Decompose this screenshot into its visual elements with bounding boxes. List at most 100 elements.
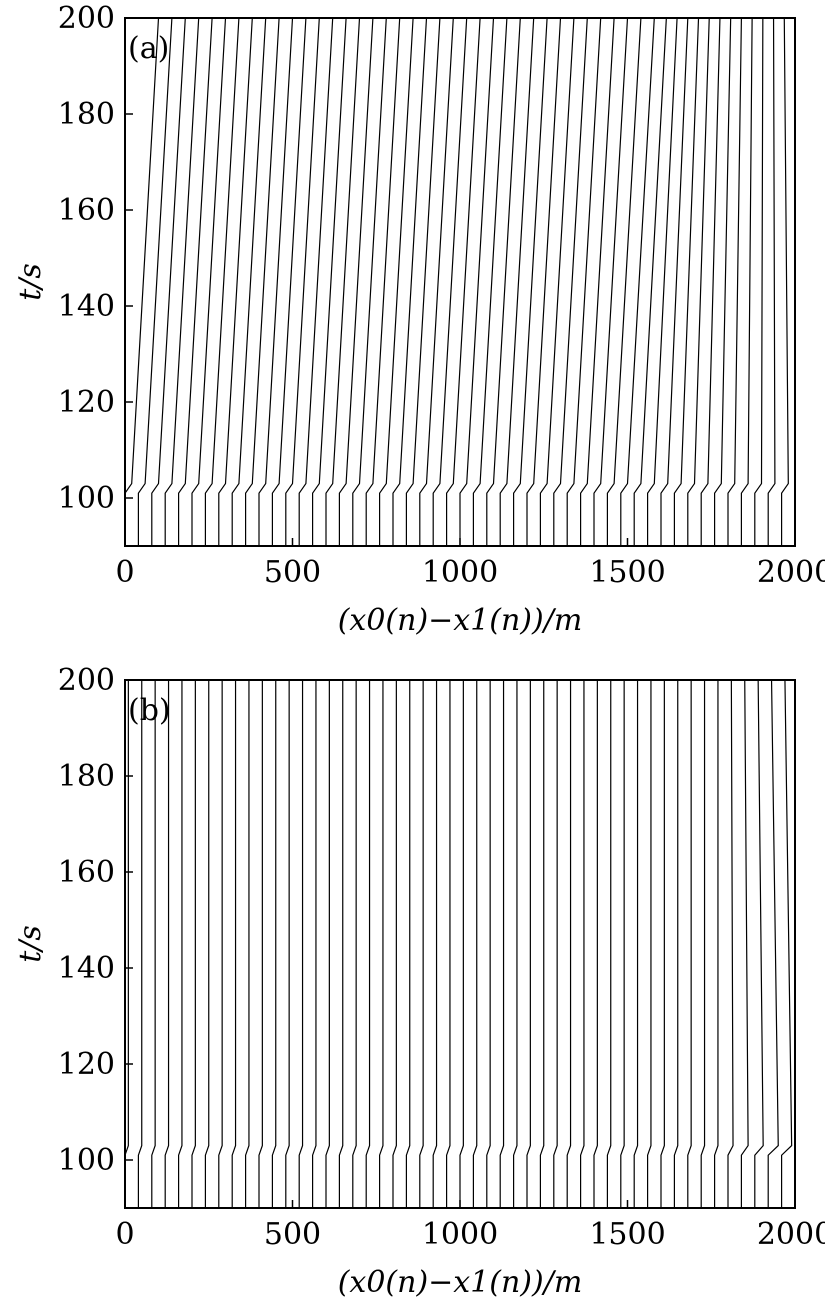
trajectory (352, 18, 387, 546)
trajectory (365, 18, 401, 546)
y-tick-label: 200 (58, 1, 115, 36)
trajectory (687, 18, 710, 546)
trajectory (553, 18, 588, 546)
trajectory (593, 18, 629, 546)
trajectory (647, 680, 652, 1208)
trajectory (727, 680, 734, 1208)
trajectory (178, 18, 213, 546)
trajectory (767, 18, 776, 546)
trajectory (258, 680, 263, 1208)
trajectory (231, 18, 267, 546)
trajectory (472, 18, 508, 546)
trajectory (352, 680, 357, 1208)
trajectory (700, 18, 721, 546)
x-tick-label: 1500 (589, 1217, 665, 1252)
panel: 0 500 1000 1500 2000 100 120 140 160 180 200 (b) (x0… (13, 663, 825, 1300)
trajectory (285, 18, 320, 546)
trajectory (178, 680, 183, 1208)
plot-frame (124, 679, 796, 1209)
trajectory (164, 680, 170, 1208)
trajectory (392, 680, 397, 1208)
trajectory (405, 680, 411, 1208)
trajectory (446, 18, 481, 546)
trajectory (620, 18, 655, 546)
y-tick-label: 140 (58, 951, 115, 986)
trajectory (245, 18, 280, 546)
trajectory (285, 680, 290, 1208)
trajectory (727, 18, 742, 546)
trajectory (566, 18, 602, 546)
trajectory (660, 680, 665, 1208)
y-tick-label: 120 (58, 1047, 115, 1082)
trajectory (191, 18, 227, 546)
trajectory (620, 680, 625, 1208)
y-tick-label: 160 (58, 193, 115, 228)
trajectory (633, 18, 667, 546)
trajectory (606, 680, 612, 1208)
y-tick-label: 180 (58, 97, 115, 132)
trajectory (539, 18, 575, 546)
trajectory (781, 18, 789, 546)
trajectory (312, 18, 347, 546)
trajectory (137, 18, 173, 546)
trajectory (754, 680, 764, 1208)
x-tick-label: 1000 (422, 555, 498, 590)
trajectory (499, 18, 535, 546)
trajectory (526, 18, 562, 546)
trajectory (539, 680, 545, 1208)
trajectory (740, 18, 753, 546)
trajectory (125, 18, 160, 546)
trajectory (151, 18, 186, 546)
trajectory (687, 680, 692, 1208)
trajectory (392, 18, 428, 546)
y-tick-label: 160 (58, 855, 115, 890)
trajectory (379, 680, 384, 1208)
x-tick-label: 1500 (589, 555, 665, 590)
trajectory (580, 18, 615, 546)
trajectory (513, 18, 548, 546)
y-axis-label: t/s (13, 263, 48, 301)
trajectory (714, 18, 732, 546)
trajectory (419, 18, 454, 546)
trajectory (258, 18, 294, 546)
y-tick-label: 200 (58, 663, 115, 698)
trajectory (499, 680, 505, 1208)
trajectory (767, 680, 779, 1208)
y-tick-label: 120 (58, 385, 115, 420)
x-tick-label: 2000 (757, 1217, 825, 1252)
trajectory (312, 680, 317, 1208)
trajectory (151, 680, 156, 1208)
x-tick-label: 500 (264, 555, 321, 590)
trajectory (486, 18, 521, 546)
y-tick-label: 100 (58, 1143, 115, 1178)
trajectory (379, 18, 414, 546)
trajectory (164, 18, 200, 546)
trajectory (218, 18, 253, 546)
trajectory (298, 680, 304, 1208)
x-axis-label: (x0(n)−x1(n))/m (338, 603, 583, 638)
trajectory (781, 680, 793, 1208)
trajectory (606, 18, 642, 546)
panel-label: (a) (128, 31, 169, 66)
trajectory (245, 680, 250, 1208)
trajectory (593, 680, 598, 1208)
trajectory (647, 18, 678, 546)
trajectory (338, 680, 344, 1208)
y-axis-label: t/s (13, 925, 48, 963)
trajectory (338, 18, 374, 546)
trajectory (472, 680, 478, 1208)
trajectory (365, 680, 371, 1208)
x-tick-label: 500 (264, 1217, 321, 1252)
x-axis-label: (x0(n)−x1(n))/m (338, 1265, 583, 1300)
trajectory (231, 680, 237, 1208)
trajectory (513, 680, 518, 1208)
trajectory (459, 18, 495, 546)
trajectory (566, 680, 572, 1208)
trajectory (405, 18, 441, 546)
trajectory (486, 680, 491, 1208)
trajectory (432, 18, 468, 546)
trajectory (432, 680, 438, 1208)
trajectory (700, 680, 706, 1208)
panel-label: (b) (128, 693, 171, 728)
y-tick-label: 140 (58, 289, 115, 324)
